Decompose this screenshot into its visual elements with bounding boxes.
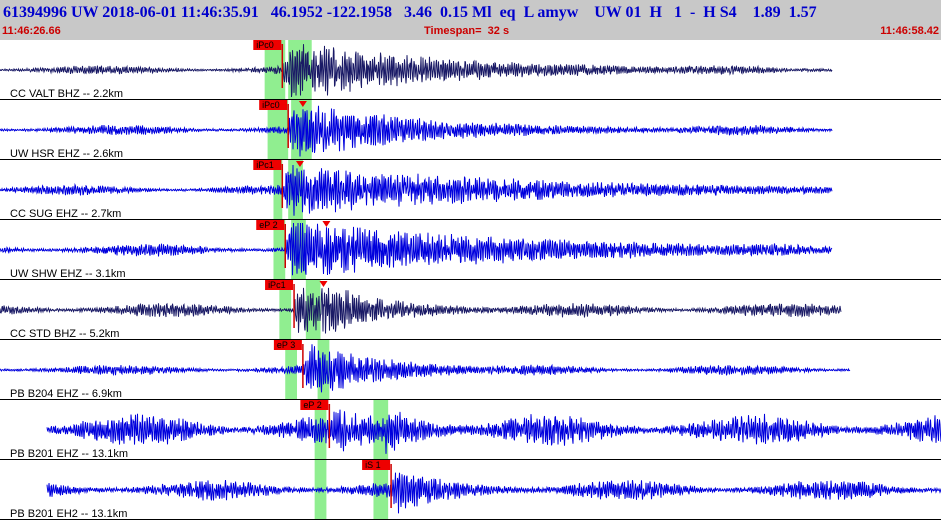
channel-panel: eP 3 PB B204 EHZ -- 6.9km bbox=[0, 340, 941, 400]
channel-panel: iPc0 CC VALT BHZ -- 2.2km bbox=[0, 40, 941, 100]
pick-label-box bbox=[300, 400, 329, 410]
channel-panel: iS 1 PB B201 EH2 -- 13.1km bbox=[0, 460, 941, 520]
pick-label-box bbox=[253, 40, 282, 50]
pick-label-box bbox=[265, 280, 294, 290]
pick-window bbox=[273, 220, 286, 280]
s-pick-marker bbox=[319, 281, 328, 287]
waveform-trace bbox=[0, 44, 833, 98]
channel-label: CC SUG EHZ -- 2.7km bbox=[10, 208, 121, 220]
event-title: 61394996 UW 2018-06-01 11:46:35.91 46.19… bbox=[3, 4, 817, 21]
s-pick-marker bbox=[322, 221, 331, 227]
channel-label: PB B201 EH2 -- 13.1km bbox=[10, 508, 127, 520]
channel-label: CC STD BHZ -- 5.2km bbox=[10, 328, 119, 340]
waveform-trace bbox=[0, 105, 833, 157]
pick-label: iS 1 bbox=[365, 460, 381, 470]
s-pick-marker bbox=[298, 101, 307, 107]
channel-label: UW SHW EHZ -- 3.1km bbox=[10, 268, 126, 280]
pick-label: eP 3 bbox=[277, 340, 295, 350]
pick-label: iPc0 bbox=[262, 100, 280, 110]
end-time: 11:46:58.42 bbox=[880, 25, 939, 37]
waveform-trace bbox=[46, 472, 941, 514]
header-bar: 61394996 UW 2018-06-01 11:46:35.91 46.19… bbox=[0, 0, 941, 40]
channel-panel: iPc1 CC STD BHZ -- 5.2km bbox=[0, 280, 941, 340]
pick-label: eP 2 bbox=[303, 400, 321, 410]
pick-label: iPc1 bbox=[268, 280, 286, 290]
timespan-label: Timespan= 32 s bbox=[424, 25, 510, 37]
channel-label: CC VALT BHZ -- 2.2km bbox=[10, 88, 123, 100]
waveform-trace bbox=[0, 287, 842, 334]
pick-label-box bbox=[362, 460, 391, 470]
waveform-trace bbox=[0, 164, 833, 216]
pick-label: iPc0 bbox=[256, 40, 274, 50]
start-time: 11:46:26.66 bbox=[2, 25, 61, 37]
waveform-trace bbox=[0, 344, 851, 393]
pick-label-box bbox=[256, 220, 285, 230]
waveform-trace bbox=[0, 222, 833, 276]
channel-label: PB B201 EHZ -- 13.1km bbox=[10, 448, 128, 460]
pick-label-box bbox=[273, 340, 302, 350]
pick-label: iPc1 bbox=[256, 160, 274, 170]
s-pick-marker bbox=[295, 161, 304, 167]
channel-panel: iPc1 CC SUG EHZ -- 2.7km bbox=[0, 160, 941, 220]
pick-label-box bbox=[259, 100, 288, 110]
pick-label-box bbox=[253, 160, 282, 170]
seismogram-panels[interactable]: iPc0 CC VALT BHZ -- 2.2km iPc0 UW HSR EHZ -… bbox=[0, 40, 941, 520]
channel-panel: eP 2 UW SHW EHZ -- 3.1km bbox=[0, 220, 941, 280]
channel-label: UW HSR EHZ -- 2.6km bbox=[10, 148, 123, 160]
pick-label: eP 2 bbox=[259, 220, 277, 230]
channel-panel: iPc0 UW HSR EHZ -- 2.6km bbox=[0, 100, 941, 160]
waveform-trace bbox=[46, 409, 941, 454]
channel-panel: eP 2 PB B201 EHZ -- 13.1km bbox=[0, 400, 941, 460]
channel-label: PB B204 EHZ -- 6.9km bbox=[10, 388, 122, 400]
